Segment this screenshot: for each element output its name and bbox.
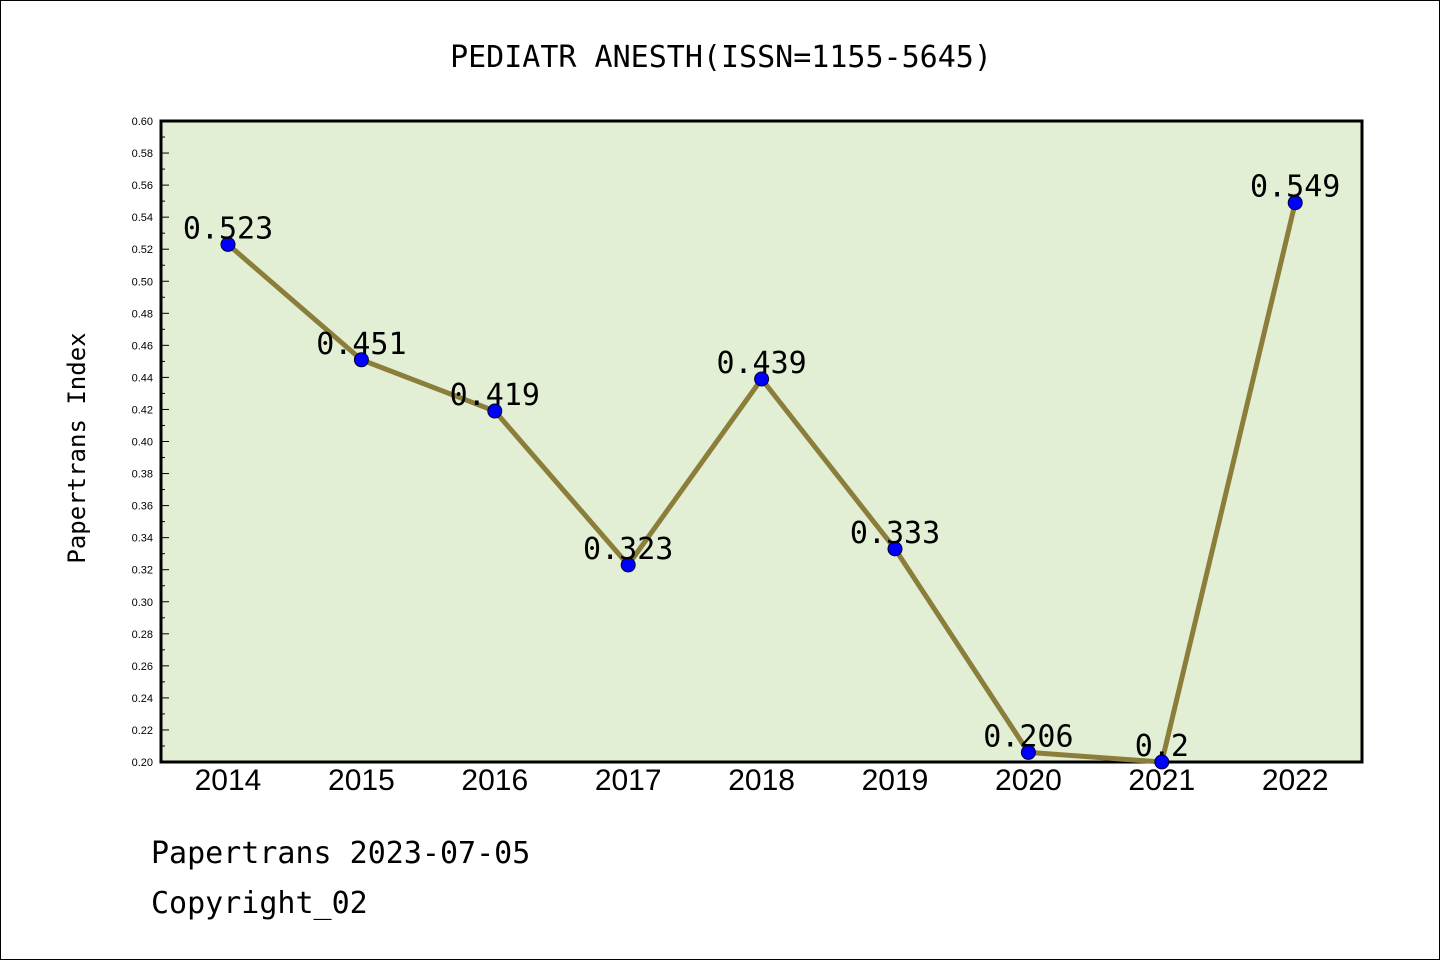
data-label: 0.323 (583, 532, 673, 567)
x-axis-ticks: 2014 2015 2016 2017 2018 2019 2020 2021 2022 (195, 764, 1329, 797)
y-tick-label: 0.28 (132, 629, 153, 641)
y-tick-label: 0.48 (132, 308, 153, 320)
y-tick-label: 0.60 (132, 116, 153, 128)
plot-area (159, 119, 1364, 764)
data-label: 0.523 (183, 211, 273, 246)
x-tick-label: 2017 (595, 764, 662, 797)
data-point (620, 557, 636, 573)
y-tick-label: 0.46 (132, 340, 153, 352)
y-axis-label: Papertrans Index (63, 332, 91, 563)
data-label: 0.451 (316, 327, 406, 362)
y-tick-label: 0.20 (132, 757, 153, 769)
chart-title: PEDIATR ANESTH(ISSN=1155-5645) (450, 40, 992, 75)
y-tick-label: 0.22 (132, 725, 153, 737)
data-label: 0.439 (716, 346, 806, 381)
y-tick-label: 0.34 (132, 533, 153, 545)
y-tick-label: 0.32 (132, 565, 153, 577)
y-tick-label: 0.44 (132, 372, 153, 384)
footer-date: Papertrans 2023-07-05 (151, 836, 531, 871)
y-tick-label: 0.54 (132, 212, 153, 224)
y-axis-ticks: 0.20 0.22 0.24 0.26 0.28 0.30 0.32 0.34 0.36 0.38… (132, 116, 169, 769)
x-tick-label: 2015 (328, 764, 395, 797)
y-tick-label: 0.58 (132, 148, 153, 160)
data-label: 0.419 (450, 378, 540, 413)
y-tick-label: 0.40 (132, 437, 153, 449)
y-tick-label: 0.52 (132, 244, 153, 256)
data-point (220, 236, 236, 252)
data-label: 0.549 (1250, 170, 1340, 205)
data-point (487, 403, 503, 419)
y-tick-label: 0.42 (132, 404, 153, 416)
y-tick-label: 0.24 (132, 693, 153, 705)
data-label: 0.206 (983, 719, 1073, 754)
x-tick-label: 2022 (1262, 764, 1329, 797)
x-tick-label: 2016 (461, 764, 528, 797)
data-label: 0.2 (1135, 729, 1189, 764)
data-labels: 0.523 0.451 0.419 0.323 0.439 0.333 0.206 0.2 0.… (183, 170, 1341, 764)
x-tick-label: 2019 (862, 764, 929, 797)
x-tick-label: 2020 (995, 764, 1062, 797)
y-tick-label: 0.26 (132, 661, 153, 673)
data-points (220, 195, 1303, 770)
data-point (754, 371, 770, 387)
data-point (1154, 754, 1170, 770)
data-point (1287, 195, 1303, 211)
x-tick-label: 2014 (195, 764, 262, 797)
y-tick-label: 0.38 (132, 469, 153, 481)
x-tick-label: 2018 (728, 764, 795, 797)
y-tick-label: 0.50 (132, 276, 153, 288)
data-label: 0.333 (850, 516, 940, 551)
y-tick-label: 0.30 (132, 597, 153, 609)
data-point (887, 541, 903, 557)
footer-copyright: Copyright_02 (151, 886, 368, 921)
data-point (353, 352, 369, 368)
data-point (1020, 744, 1036, 760)
y-tick-label: 0.36 (132, 501, 153, 513)
y-tick-label: 0.56 (132, 180, 153, 192)
